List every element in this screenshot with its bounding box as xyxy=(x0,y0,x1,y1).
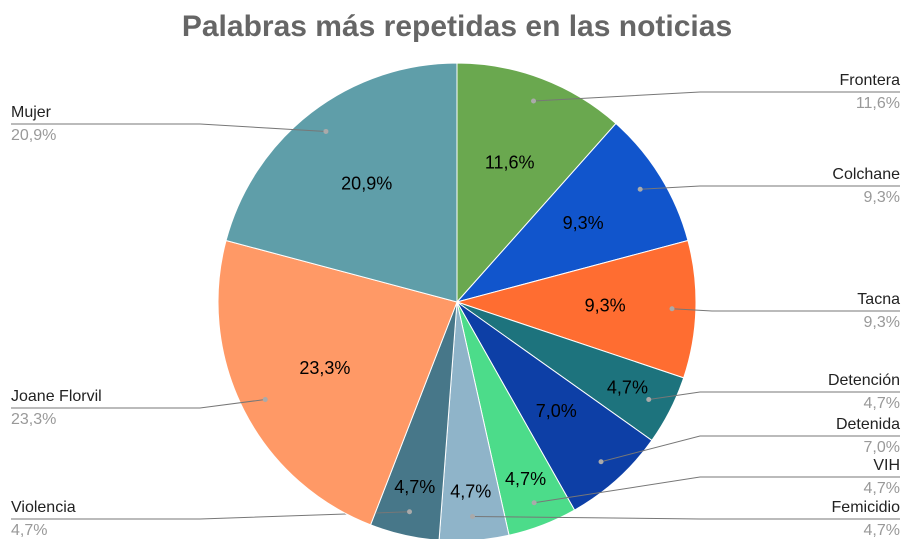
legend-value: 4,7% xyxy=(864,395,900,412)
slice-label: 20,9% xyxy=(341,173,392,193)
pie-slice xyxy=(225,62,458,303)
legend-name: Detenida xyxy=(836,416,900,433)
leader-line xyxy=(648,391,900,400)
legend-name: Colchane xyxy=(832,166,900,183)
leader-line xyxy=(11,123,326,132)
slice-label: 11,6% xyxy=(485,152,535,172)
leader-dot xyxy=(262,396,268,402)
slice-label: 4,7% xyxy=(607,377,648,397)
legend-value: 4,7% xyxy=(11,522,47,539)
legend-name: Joane Florvil xyxy=(11,388,102,405)
leader-line xyxy=(11,398,266,409)
leader-dot xyxy=(323,128,329,134)
legend-value: 9,3% xyxy=(864,189,900,206)
pie-slice xyxy=(456,62,617,304)
legend-value: 11,6% xyxy=(856,95,900,112)
legend-name: Tacna xyxy=(857,291,900,308)
leader-line xyxy=(472,516,900,520)
legend-value: 23,3% xyxy=(11,411,56,428)
pie-slice xyxy=(455,239,697,379)
legend-name: Mujer xyxy=(11,104,52,121)
slice-label: 4,7% xyxy=(394,477,435,497)
chart-title: Palabras más repetidas en las noticias xyxy=(182,10,732,43)
leader-line xyxy=(534,476,900,504)
legend-value: 7,0% xyxy=(864,439,900,456)
slice-label: 9,3% xyxy=(563,213,604,233)
legend-name: VIH xyxy=(873,457,900,474)
leader-dot xyxy=(637,186,643,192)
leader-line xyxy=(11,511,410,520)
slice-label: 4,7% xyxy=(505,469,546,489)
legend-value: 4,7% xyxy=(864,522,900,539)
leader-dot xyxy=(469,514,475,520)
legend-value: 4,7% xyxy=(864,480,900,497)
legend-name: Femicidio xyxy=(832,499,901,516)
leader-line xyxy=(600,435,900,463)
legend-name: Frontera xyxy=(840,72,901,89)
leader-line xyxy=(533,91,900,102)
pie-slice xyxy=(455,122,689,303)
leader-dot xyxy=(531,98,537,104)
leader-line xyxy=(671,308,900,312)
legend-name: Violencia xyxy=(11,499,76,516)
legend-value: 9,3% xyxy=(864,314,900,331)
leader-line xyxy=(640,185,900,190)
slice-label: 9,3% xyxy=(585,295,626,315)
slice-label: 7,0% xyxy=(536,401,577,421)
leader-dot xyxy=(531,500,537,506)
leader-dot xyxy=(407,509,413,515)
slice-label: 23,3% xyxy=(299,358,350,378)
leader-dot xyxy=(669,306,675,312)
leader-dot xyxy=(646,396,652,402)
slice-label: 4,7% xyxy=(450,481,491,501)
legend-value: 20,9% xyxy=(11,127,56,144)
leader-dot xyxy=(598,459,604,465)
pie-slice xyxy=(438,301,510,539)
legend-name: Detención xyxy=(828,372,900,389)
pie-slice xyxy=(217,239,458,526)
pie-slice xyxy=(456,301,653,511)
